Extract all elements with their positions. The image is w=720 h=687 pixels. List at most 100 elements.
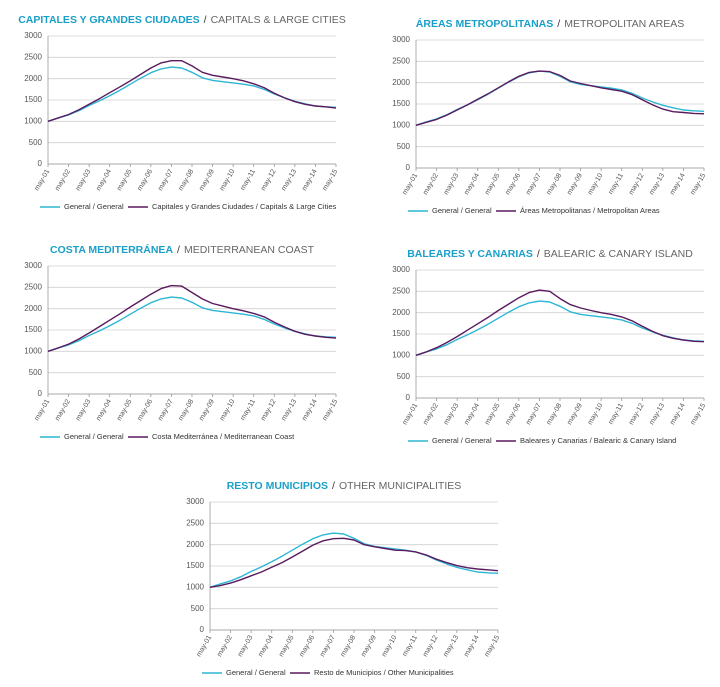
x-tick-label: may-10 (219, 168, 237, 192)
x-tick-label: may-03 (237, 634, 255, 658)
y-tick-label: 2000 (24, 304, 42, 313)
title-part: RESTO MUNICIPIOS (227, 480, 328, 492)
x-tick-label: may-01 (402, 402, 420, 426)
x-tick-label: may-14 (301, 168, 319, 192)
chart-title: COSTA MEDITERRÁNEA / MEDITERRANEAN COAST (50, 243, 315, 256)
x-tick-label: may-13 (442, 634, 460, 658)
legend-label: Resto de Municipios / Other Municipaliti… (314, 668, 454, 677)
y-tick-label: 0 (406, 393, 411, 402)
series-line (47, 66, 337, 122)
chart: ÁREAS METROPOLITANAS / METROPOLITAN AREAS 0… (392, 17, 707, 215)
y-tick-label: 500 (397, 372, 411, 381)
x-tick-label: may-07 (525, 172, 543, 196)
x-tick-label: may-08 (546, 172, 564, 196)
y-tick-label: 1000 (392, 120, 410, 129)
x-tick-label: may-02 (54, 398, 72, 422)
x-tick-label: may-01 (402, 172, 420, 196)
series-line (209, 532, 499, 588)
x-tick-label: may-09 (566, 172, 584, 196)
y-tick-label: 0 (200, 625, 205, 634)
y-tick-label: 1500 (24, 95, 42, 104)
y-tick-label: 2500 (24, 282, 42, 291)
x-tick-label: may-04 (463, 402, 481, 426)
x-tick-label: may-13 (280, 398, 298, 422)
y-tick-label: 3000 (186, 497, 204, 506)
series-line (47, 284, 337, 352)
title-part: BALEARIC & CANARY ISLAND (544, 248, 693, 260)
x-tick-label: may-14 (669, 402, 687, 426)
y-tick-label: 3000 (392, 35, 410, 44)
chart-title: RESTO MUNICIPIOS / OTHER MUNICIPALITIES (227, 480, 462, 492)
x-tick-label: may-09 (360, 634, 378, 658)
x-tick-label: may-07 (157, 168, 175, 192)
x-tick-label: may-14 (301, 398, 319, 422)
x-tick-label: may-13 (280, 168, 298, 192)
x-tick-label: may-04 (95, 168, 113, 192)
x-tick-label: may-03 (75, 168, 93, 192)
title-part: CAPITALS & LARGE CITIES (211, 14, 346, 26)
title-part: COSTA MEDITERRÁNEA (50, 243, 174, 256)
x-tick-label: may-08 (340, 634, 358, 658)
x-tick-label: may-02 (422, 402, 440, 426)
x-tick-label: may-02 (422, 172, 440, 196)
y-tick-label: 1000 (186, 582, 204, 591)
series-line (415, 289, 705, 356)
y-tick-label: 1000 (24, 116, 42, 125)
x-tick-label: may-12 (260, 168, 278, 192)
x-tick-label: may-15 (484, 634, 502, 658)
y-tick-label: 500 (397, 142, 411, 151)
x-tick-label: may-04 (257, 634, 275, 658)
legend-label: General / General (432, 206, 492, 215)
y-tick-label: 2000 (392, 308, 410, 317)
series-line (415, 300, 705, 356)
x-tick-label: may-04 (95, 398, 113, 422)
x-tick-label: may-08 (178, 168, 196, 192)
x-tick-label: may-12 (260, 398, 278, 422)
x-tick-label: may-07 (319, 634, 337, 658)
x-tick-label: may-01 (196, 634, 214, 658)
x-tick-label: may-07 (525, 402, 543, 426)
legend-label: General / General (226, 668, 286, 677)
x-tick-label: may-10 (219, 398, 237, 422)
y-tick-label: 500 (191, 604, 205, 613)
series-line (209, 537, 499, 588)
title-part: / (204, 14, 207, 26)
chart: BALEARES Y CANARIAS / BALEARIC & CANARY IS… (392, 248, 707, 445)
series-line (47, 60, 337, 122)
title-part: / (177, 244, 180, 256)
y-tick-label: 3000 (392, 265, 410, 274)
x-tick-label: may-02 (216, 634, 234, 658)
x-tick-label: may-11 (240, 398, 258, 421)
title-part: / (332, 480, 335, 492)
y-tick-label: 0 (38, 389, 43, 398)
x-tick-label: may-06 (298, 634, 316, 658)
x-tick-label: may-13 (648, 402, 666, 426)
x-tick-label: may-09 (566, 402, 584, 426)
x-tick-label: may-06 (136, 398, 154, 422)
x-tick-label: may-14 (669, 172, 687, 196)
y-tick-label: 1000 (24, 346, 42, 355)
legend-label: Áreas Metropolitanas / Metropolitan Area… (520, 206, 660, 215)
x-tick-label: may-01 (34, 398, 52, 422)
x-tick-label: may-15 (322, 398, 340, 422)
title-part: OTHER MUNICIPALITIES (339, 480, 461, 492)
y-tick-label: 500 (29, 368, 43, 377)
x-tick-label: may-12 (628, 402, 646, 426)
x-tick-label: may-05 (484, 402, 502, 426)
y-tick-label: 1000 (392, 350, 410, 359)
legend-label: Costa Mediterránea / Mediterranean Coast (152, 432, 295, 441)
chart-title: CAPITALES Y GRANDES CIUDADES / CAPITALS & … (18, 14, 346, 26)
x-tick-label: may-05 (116, 168, 134, 192)
y-tick-label: 3000 (24, 261, 42, 270)
y-tick-label: 500 (29, 138, 43, 147)
x-tick-label: may-11 (608, 172, 626, 195)
x-tick-label: may-06 (504, 172, 522, 196)
x-tick-label: may-05 (278, 634, 296, 658)
y-tick-label: 2500 (392, 56, 410, 65)
x-tick-label: may-02 (54, 168, 72, 192)
x-tick-label: may-05 (116, 398, 134, 422)
chart: COSTA MEDITERRÁNEA / MEDITERRANEAN COAST 0 5… (24, 243, 340, 441)
y-tick-label: 2500 (392, 286, 410, 295)
y-tick-label: 2000 (392, 78, 410, 87)
